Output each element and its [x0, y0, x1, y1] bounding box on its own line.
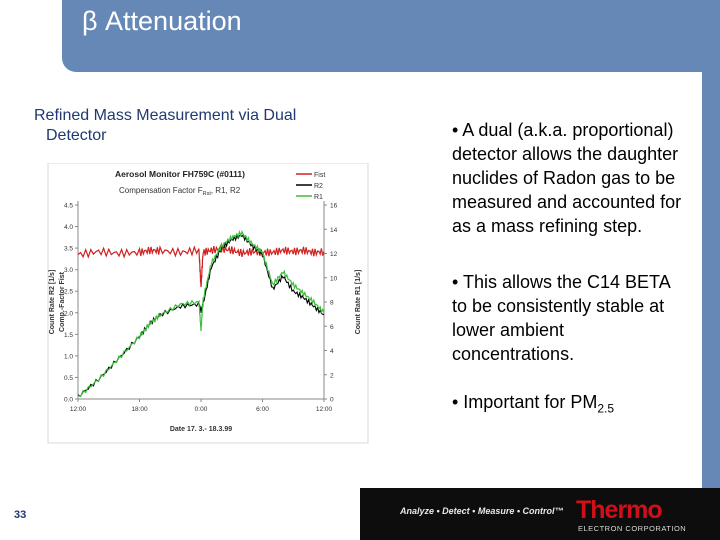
legend-label-fist: Fist [314, 172, 325, 179]
chart-subtitle-end: , R1, R2 [211, 186, 241, 195]
chart-subtitle-sub: Rst [203, 191, 212, 197]
slide-title: β Attenuation [82, 6, 242, 36]
y-right-tick-label: 10 [330, 275, 338, 282]
bullet-list: • A dual (a.k.a. proportional) detector … [452, 118, 684, 445]
chart-svg: Aerosol Monitor FH759C (#0111) Compensati… [47, 163, 369, 444]
y-left-tick-label: 3.0 [64, 267, 73, 274]
y-right-tick-label: 6 [330, 324, 334, 331]
y-right-tick-label: 4 [330, 348, 334, 355]
y-right-tick-label: 0 [330, 397, 334, 404]
bullet-3: • Important for PM2.5 [452, 390, 684, 421]
subtitle-line-2: Detector [46, 127, 107, 144]
y-right-tick-label: 12 [330, 251, 338, 258]
chart: Aerosol Monitor FH759C (#0111) Compensati… [42, 163, 370, 445]
y-left-tick-label: 4.0 [64, 224, 73, 231]
y-left-tick-label: 3.5 [64, 246, 73, 253]
chart-subtitle: Compensation Factor FRst, R1, R2 [119, 186, 241, 197]
y-label-left-1: Count Rate R2 [1/s] [49, 270, 56, 335]
y-left-tick-label: 2.0 [64, 310, 73, 317]
x-tick-label: 0:00 [195, 406, 208, 413]
series-line-r2 [77, 233, 325, 398]
y-left-tick-label: 0.5 [64, 375, 73, 382]
footer-left [0, 485, 360, 540]
x-label: Date 17. 3.- 18.3.99 [170, 426, 232, 433]
y-label-right: Count Rate R1 [1/s] [355, 270, 362, 335]
x-tick-label: 18:00 [131, 406, 148, 413]
x-tick-label: 12:00 [316, 406, 333, 413]
chart-subtitle-main: Compensation Factor F [119, 186, 203, 195]
header-band [62, 0, 720, 72]
y-right-tick-label: 8 [330, 300, 334, 307]
slide-subtitle: Refined Mass Measurement via Dual Detect… [34, 106, 354, 146]
page-number: 33 [14, 509, 27, 521]
top-left-corner [0, 0, 62, 70]
series-line-r1 [77, 229, 325, 398]
subtitle-line-1: Refined Mass Measurement via Dual [34, 107, 297, 124]
bullet-3-text: • Important for PM [452, 392, 598, 412]
y-right-tick-label: 2 [330, 372, 334, 379]
bullet-3-subscript: 2.5 [597, 401, 615, 416]
chart-title: Aerosol Monitor FH759C (#0111) [115, 169, 245, 179]
thermo-logo-subtitle: ELECTRON CORPORATION [578, 524, 687, 533]
legend-label-r2: R2 [314, 183, 323, 190]
footer-band: Analyze • Detect • Measure • Control™ Th… [360, 488, 720, 540]
y-left-tick-label: 1.0 [64, 353, 73, 360]
y-left-tick-label: 1.5 [64, 332, 73, 339]
y-right-tick-label: 16 [330, 203, 338, 210]
y-right-tick-label: 14 [330, 227, 338, 234]
bullet-1: • A dual (a.k.a. proportional) detector … [452, 120, 682, 236]
bullet-2: • This allows the C14 BETA to be consist… [452, 272, 670, 364]
y-left-tick-label: 0.0 [64, 397, 73, 404]
chart-frame [47, 163, 369, 444]
y-label-left-2: Comp.-Factor Fist [59, 271, 66, 332]
right-band [702, 0, 720, 540]
y-left-tick-label: 2.5 [64, 289, 73, 296]
thermo-logo: Thermo [576, 496, 663, 524]
series-line-fist [77, 244, 325, 288]
y-left-tick-label: 4.5 [64, 203, 73, 210]
footer-tagline: Analyze • Detect • Measure • Control™ [400, 506, 564, 516]
x-tick-label: 12:00 [70, 406, 87, 413]
x-tick-label: 6:00 [256, 406, 269, 413]
legend-label-r1: R1 [314, 194, 323, 201]
